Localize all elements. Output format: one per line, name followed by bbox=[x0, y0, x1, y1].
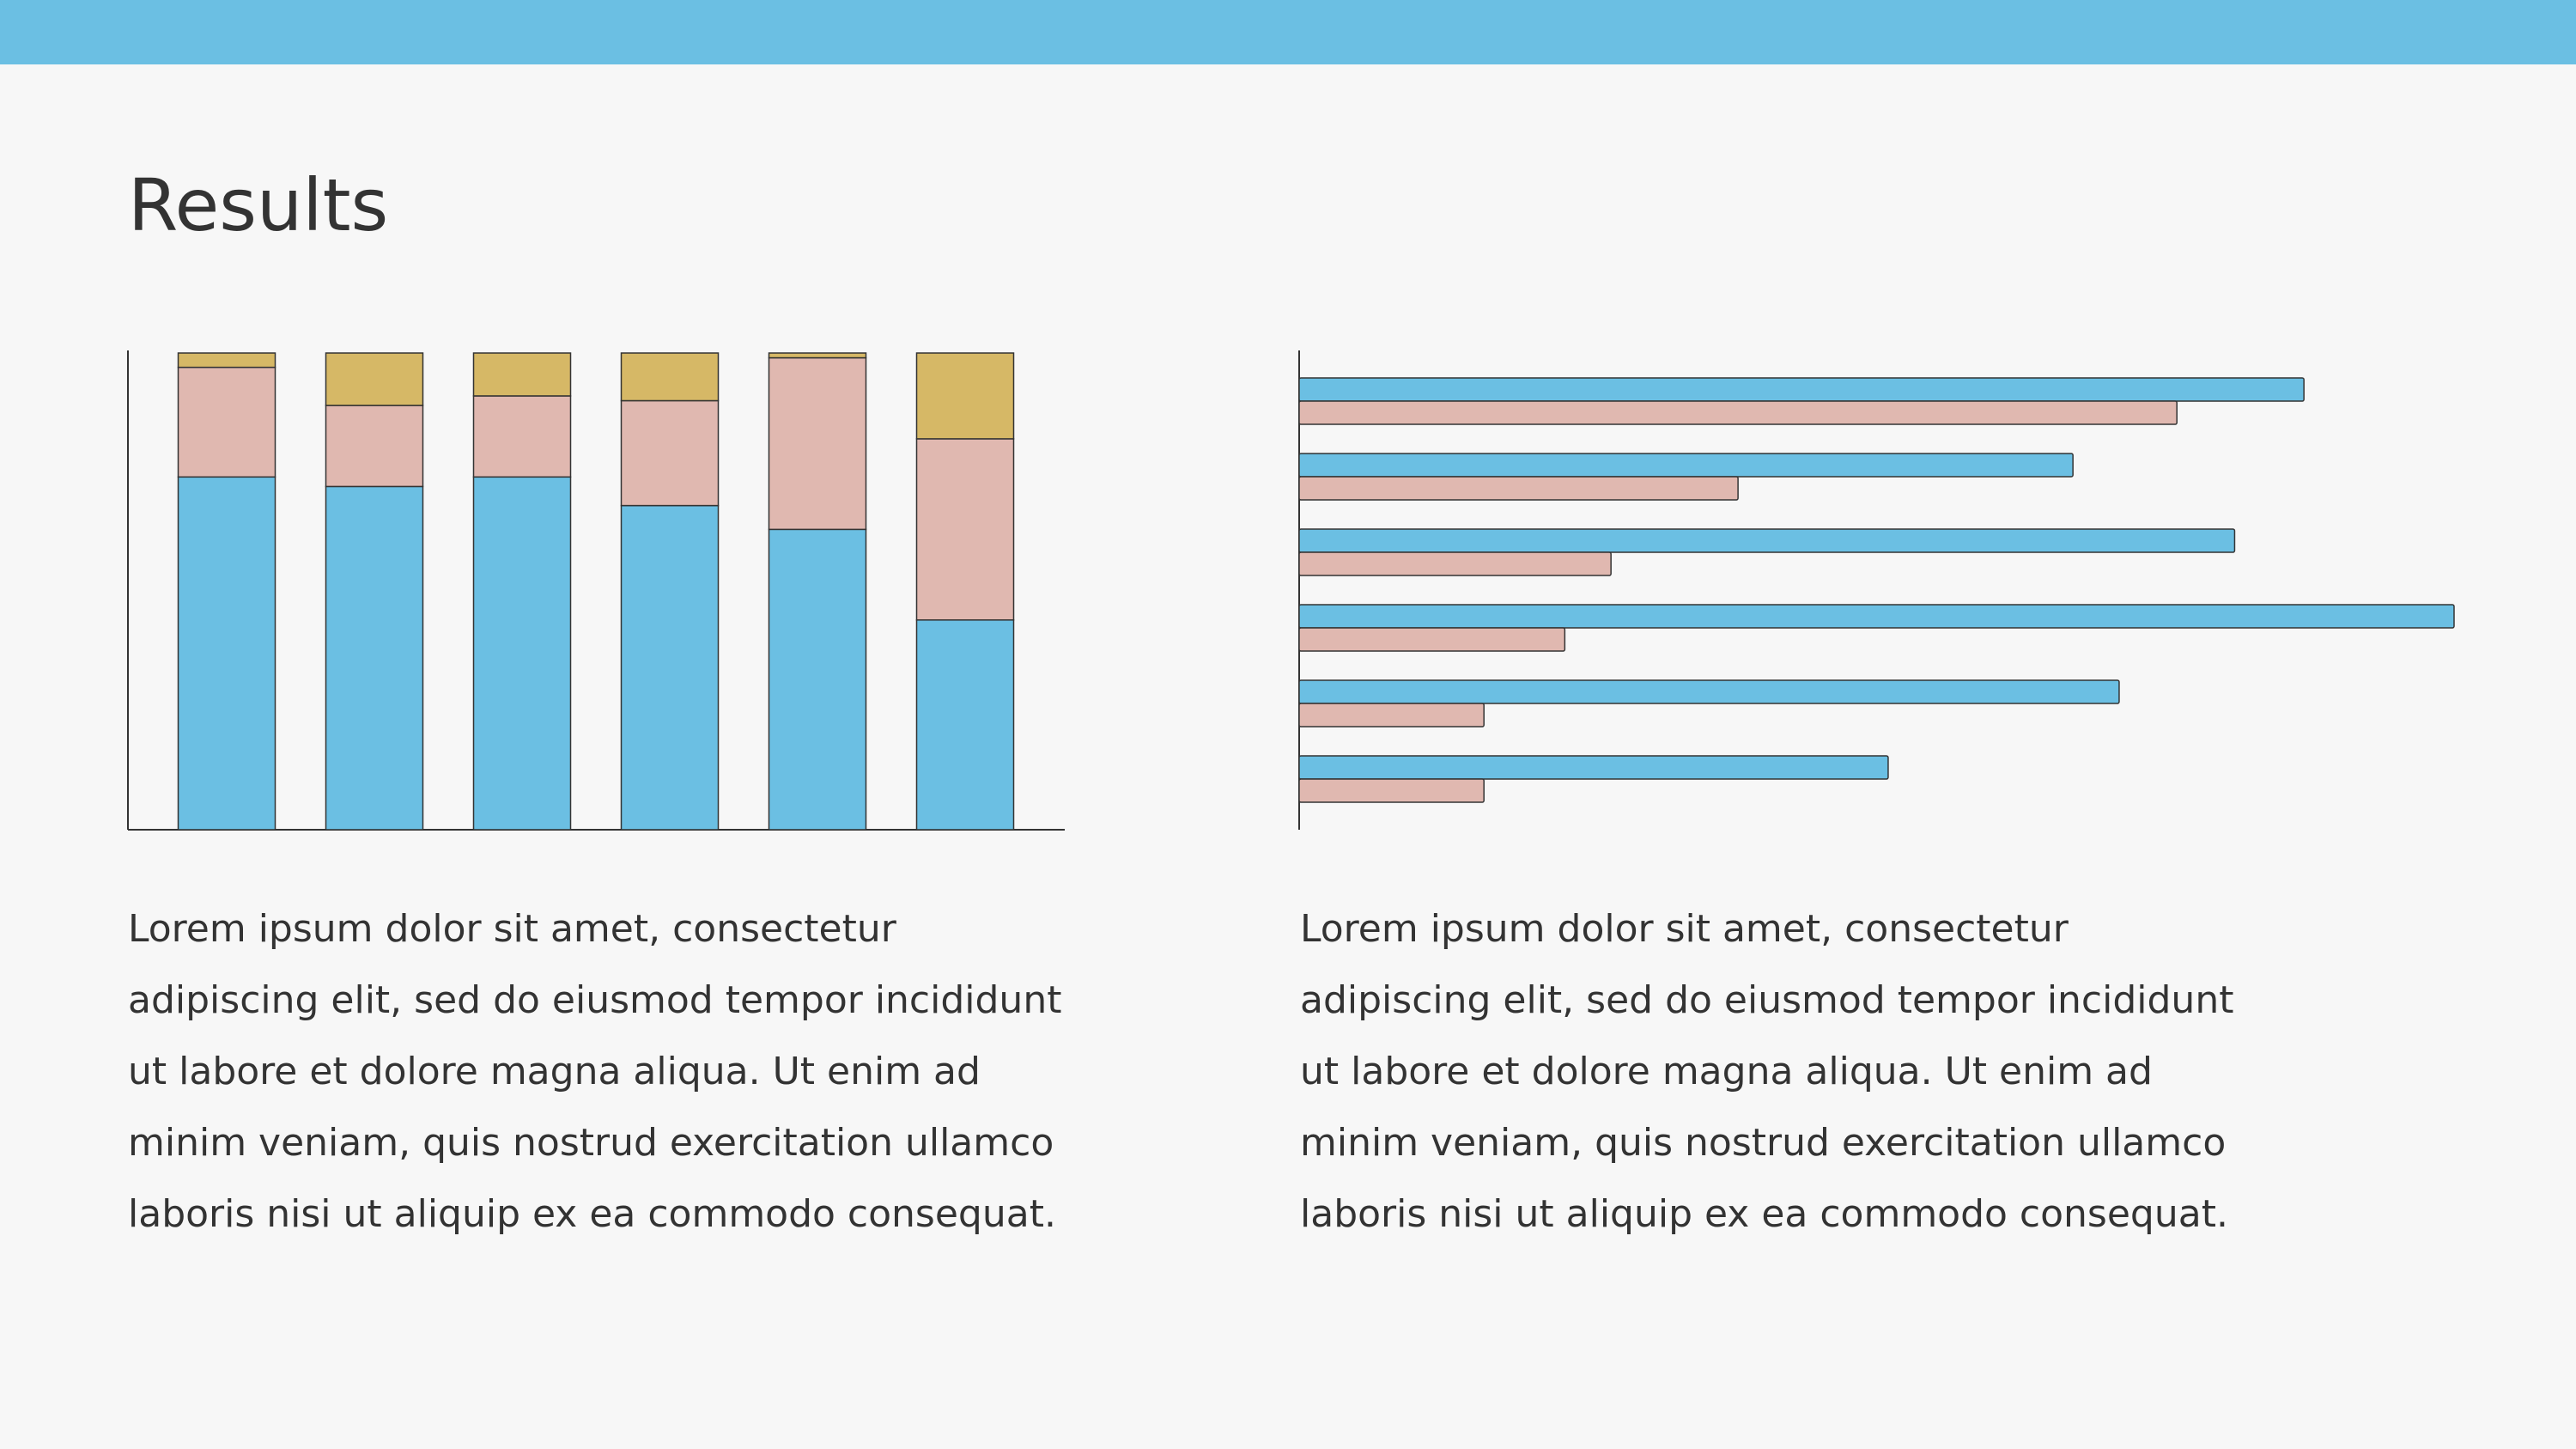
bar bbox=[1298, 400, 2178, 425]
bar bbox=[1298, 604, 2455, 629]
top-bar bbox=[0, 0, 2576, 64]
bar-segment bbox=[177, 352, 276, 368]
bar-segment bbox=[620, 399, 720, 507]
bar bbox=[1298, 679, 2120, 704]
bar-segment bbox=[768, 352, 867, 359]
paragraph: Lorem ipsum dolor sit amet, consectetur … bbox=[1300, 907, 2234, 1236]
bar bbox=[1298, 551, 1612, 576]
bar bbox=[1298, 377, 2305, 402]
bar-segment bbox=[325, 485, 424, 831]
bar bbox=[1298, 627, 1566, 652]
bar-segment bbox=[325, 352, 424, 406]
bar-segment bbox=[768, 356, 867, 531]
bar-segment bbox=[472, 352, 572, 397]
bar bbox=[1298, 476, 1739, 501]
bar bbox=[1298, 778, 1485, 803]
bar-segment bbox=[768, 528, 867, 831]
bar-segment bbox=[915, 352, 1015, 440]
bar-segment bbox=[472, 476, 572, 831]
bar-segment bbox=[915, 619, 1015, 831]
bar bbox=[1298, 755, 1889, 780]
bar-segment bbox=[177, 366, 276, 478]
slide-title: Results bbox=[128, 163, 389, 247]
bar-segment bbox=[915, 438, 1015, 621]
bar-segment bbox=[325, 405, 424, 488]
bar-segment bbox=[472, 395, 572, 478]
bar bbox=[1298, 453, 2074, 478]
paragraph: Lorem ipsum dolor sit amet, consectetur … bbox=[128, 907, 1062, 1236]
bar-segment bbox=[620, 352, 720, 402]
bar-segment bbox=[177, 476, 276, 831]
bar-segment bbox=[620, 504, 720, 831]
bar bbox=[1298, 703, 1485, 728]
bar bbox=[1298, 528, 2236, 553]
